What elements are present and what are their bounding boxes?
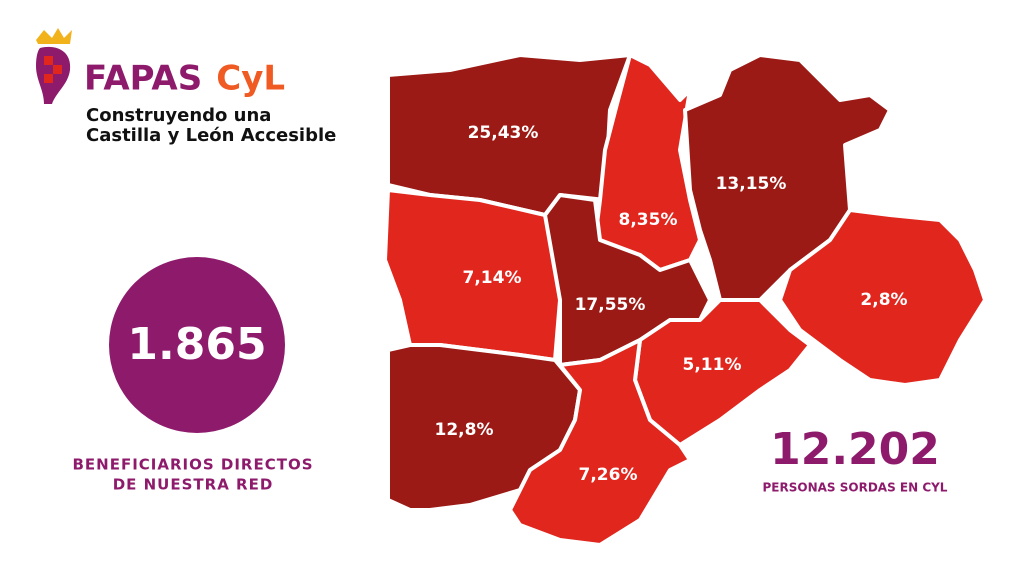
total-caption: PERSONAS SORDAS EN CYL — [763, 481, 948, 495]
region-label: 7,14% — [463, 268, 522, 288]
region — [778, 208, 987, 387]
region-label: 13,15% — [716, 174, 787, 194]
logo-icon — [36, 28, 72, 104]
region-label: 2,8% — [860, 290, 907, 310]
brand-main: FAPAS — [84, 59, 202, 99]
total-number: 12.202 — [770, 424, 940, 475]
tagline: Construyendo una — [86, 105, 271, 126]
caption: BENEFICIARIOS DIRECTOS — [72, 456, 313, 474]
brand-accent: CyL — [216, 59, 285, 99]
region-label: 7,26% — [579, 465, 638, 485]
caption: DE NUESTRA RED — [113, 476, 274, 494]
region — [508, 338, 692, 547]
tagline: Castilla y León Accesible — [86, 125, 336, 146]
map — [383, 53, 987, 547]
number-circle — [109, 257, 285, 433]
region-label: 12,8% — [435, 420, 494, 440]
region-label: 25,43% — [468, 123, 539, 143]
region-label: 5,11% — [683, 355, 742, 375]
region — [683, 53, 892, 302]
region-label: 17,55% — [575, 295, 646, 315]
beneficiaries-number: 1.865 — [127, 319, 266, 370]
region-label: 8,35% — [619, 210, 678, 230]
